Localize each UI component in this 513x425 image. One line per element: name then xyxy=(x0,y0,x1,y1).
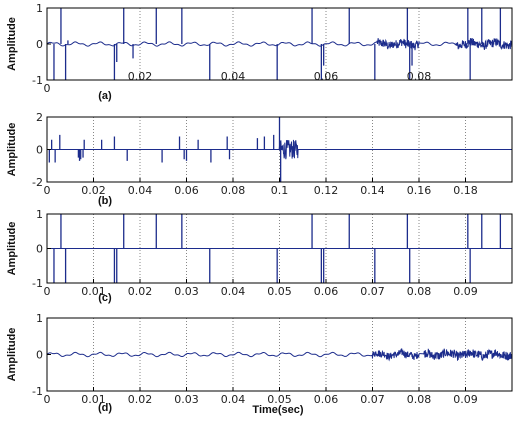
x-tick-label: 0.06 xyxy=(314,70,339,83)
x-tick-label: 0.18 xyxy=(453,184,478,197)
x-tick-label: 0.1 xyxy=(271,184,289,197)
y-tick-label: 0 xyxy=(36,38,43,51)
panel-label: (c) xyxy=(98,292,112,304)
panel-label: (a) xyxy=(98,90,112,102)
x-tick-label: 0.09 xyxy=(453,393,478,406)
y-tick-label: 1 xyxy=(36,2,43,15)
y-tick-label: -1 xyxy=(32,277,43,290)
x-tick-label: 0.05 xyxy=(267,393,292,406)
x-tick-label: 0 xyxy=(44,82,51,95)
x-tick-label: 0.02 xyxy=(128,285,153,298)
y-tick-label: 0 xyxy=(36,144,43,157)
x-tick-label: 0.04 xyxy=(221,285,246,298)
y-axis-label: Amplitude xyxy=(6,17,18,71)
x-tick-label: 0 xyxy=(44,285,51,298)
x-axis-label: Time(sec) xyxy=(252,404,303,416)
x-tick-label: 0.05 xyxy=(267,285,292,298)
y-tick-label: 1 xyxy=(36,312,43,325)
y-tick-label: 2 xyxy=(36,111,43,124)
x-tick-label: 0.16 xyxy=(407,184,432,197)
y-tick-label: -1 xyxy=(32,74,43,87)
x-tick-label: 0.08 xyxy=(407,393,432,406)
y-tick-label: -2 xyxy=(32,176,43,189)
y-axis-label: Amplitude xyxy=(6,123,18,177)
x-tick-label: 0.04 xyxy=(221,393,246,406)
x-tick-label: 0.08 xyxy=(407,285,432,298)
panel-label: (b) xyxy=(98,195,112,207)
x-tick-label: 0.06 xyxy=(314,285,339,298)
x-tick-label: 0.02 xyxy=(128,70,153,83)
x-tick-label: 0.04 xyxy=(221,70,246,83)
x-tick-label: 0.07 xyxy=(360,285,385,298)
x-tick-label: 0.07 xyxy=(360,393,385,406)
x-tick-label: 0.04 xyxy=(128,184,153,197)
x-tick-label: 0.06 xyxy=(174,184,199,197)
signal-line xyxy=(46,38,513,51)
x-tick-label: 0.06 xyxy=(314,393,339,406)
signal-line xyxy=(46,348,513,362)
x-tick-label: 0.02 xyxy=(81,184,106,197)
x-tick-label: 0.08 xyxy=(221,184,246,197)
x-tick-label: 0.12 xyxy=(314,184,339,197)
x-tick-label: 0.03 xyxy=(174,393,199,406)
x-tick-label: 0.14 xyxy=(360,184,385,197)
x-tick-label: 0.01 xyxy=(81,393,106,406)
x-tick-label: 0.01 xyxy=(81,285,106,298)
y-tick-label: 0 xyxy=(36,243,43,256)
x-tick-label: 0.09 xyxy=(453,285,478,298)
y-tick-label: 0 xyxy=(36,349,43,362)
y-tick-label: -1 xyxy=(32,385,43,398)
y-axis-label: Amplitude xyxy=(6,222,18,276)
x-tick-label: 0.03 xyxy=(174,285,199,298)
x-tick-label: 0 xyxy=(44,393,51,406)
x-tick-label: 0.08 xyxy=(407,70,432,83)
x-tick-label: 0 xyxy=(44,184,51,197)
x-tick-label: 0.02 xyxy=(128,393,153,406)
panel-label: (d) xyxy=(98,402,112,414)
y-tick-label: 1 xyxy=(36,208,43,221)
y-axis-label: Amplitude xyxy=(6,328,18,382)
